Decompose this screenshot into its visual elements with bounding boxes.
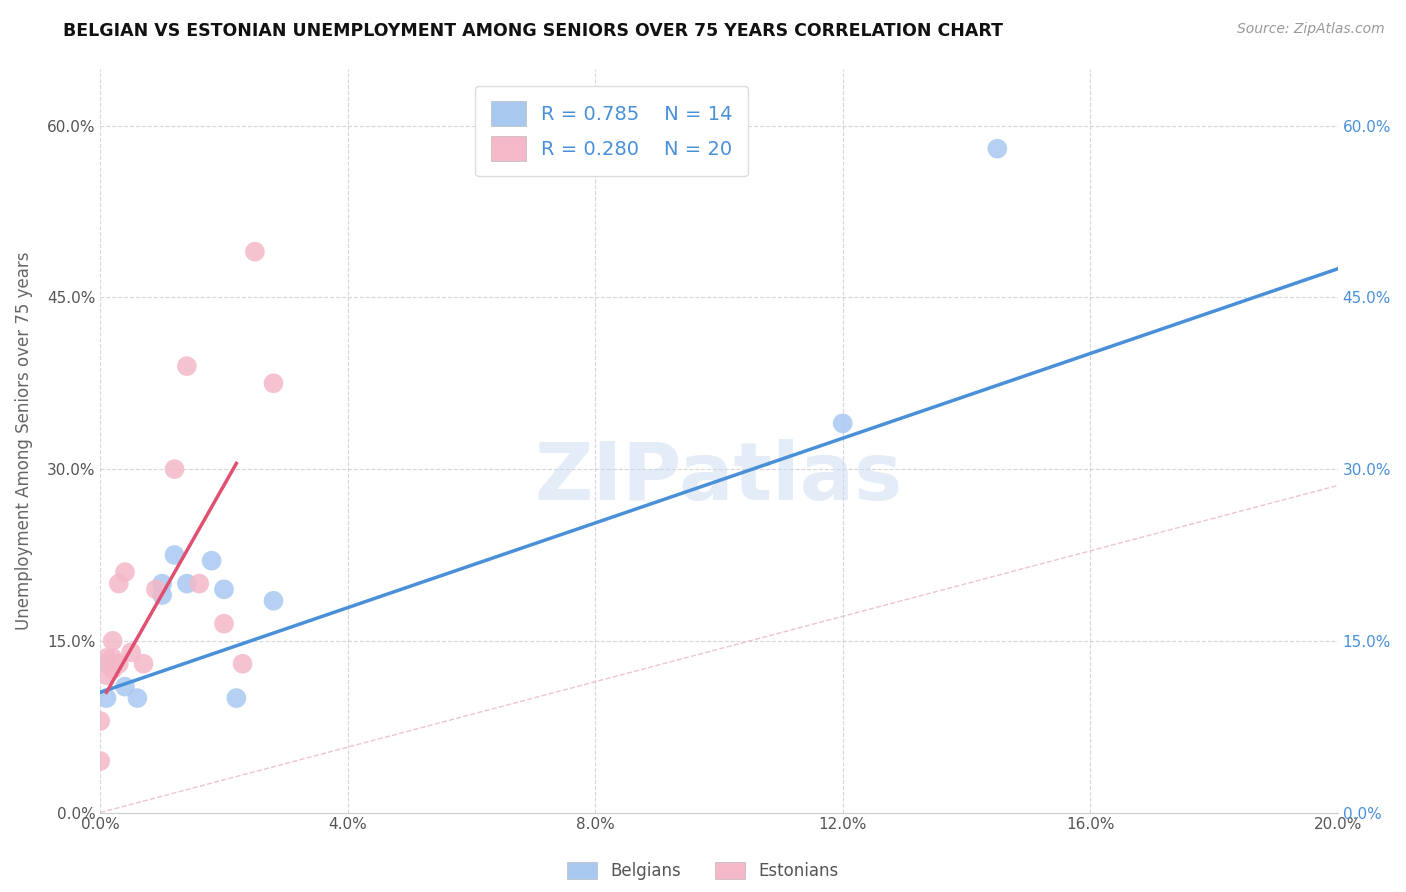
Text: Source: ZipAtlas.com: Source: ZipAtlas.com bbox=[1237, 22, 1385, 37]
Point bbox=[212, 582, 235, 597]
Point bbox=[96, 691, 118, 706]
Point bbox=[108, 657, 131, 671]
Point bbox=[986, 142, 1008, 156]
Point bbox=[89, 754, 111, 768]
Point bbox=[120, 645, 142, 659]
Point bbox=[132, 657, 155, 671]
Point bbox=[163, 462, 186, 476]
Point bbox=[163, 548, 186, 562]
Point bbox=[176, 359, 198, 373]
Point bbox=[101, 633, 124, 648]
Point bbox=[89, 714, 111, 728]
Point bbox=[188, 576, 211, 591]
Point bbox=[831, 417, 853, 431]
Point bbox=[225, 691, 247, 706]
Point bbox=[145, 582, 167, 597]
Point bbox=[114, 680, 136, 694]
Point bbox=[263, 376, 285, 391]
Point bbox=[96, 657, 118, 671]
Point bbox=[114, 565, 136, 579]
Point bbox=[232, 657, 254, 671]
Text: ZIPatlas: ZIPatlas bbox=[534, 439, 903, 516]
Point bbox=[96, 668, 118, 682]
Point bbox=[212, 616, 235, 631]
Point bbox=[96, 651, 118, 665]
Point bbox=[108, 576, 131, 591]
Legend: Belgians, Estonians: Belgians, Estonians bbox=[561, 855, 845, 887]
Point bbox=[150, 588, 173, 602]
Point bbox=[101, 663, 124, 677]
Legend: R = 0.785    N = 14, R = 0.280    N = 20: R = 0.785 N = 14, R = 0.280 N = 20 bbox=[475, 86, 748, 177]
Point bbox=[127, 691, 149, 706]
Point bbox=[243, 244, 266, 259]
Point bbox=[263, 594, 285, 608]
Text: BELGIAN VS ESTONIAN UNEMPLOYMENT AMONG SENIORS OVER 75 YEARS CORRELATION CHART: BELGIAN VS ESTONIAN UNEMPLOYMENT AMONG S… bbox=[63, 22, 1004, 40]
Point bbox=[201, 554, 224, 568]
Point bbox=[101, 651, 124, 665]
Y-axis label: Unemployment Among Seniors over 75 years: Unemployment Among Seniors over 75 years bbox=[15, 252, 32, 630]
Point bbox=[176, 576, 198, 591]
Point bbox=[150, 576, 173, 591]
